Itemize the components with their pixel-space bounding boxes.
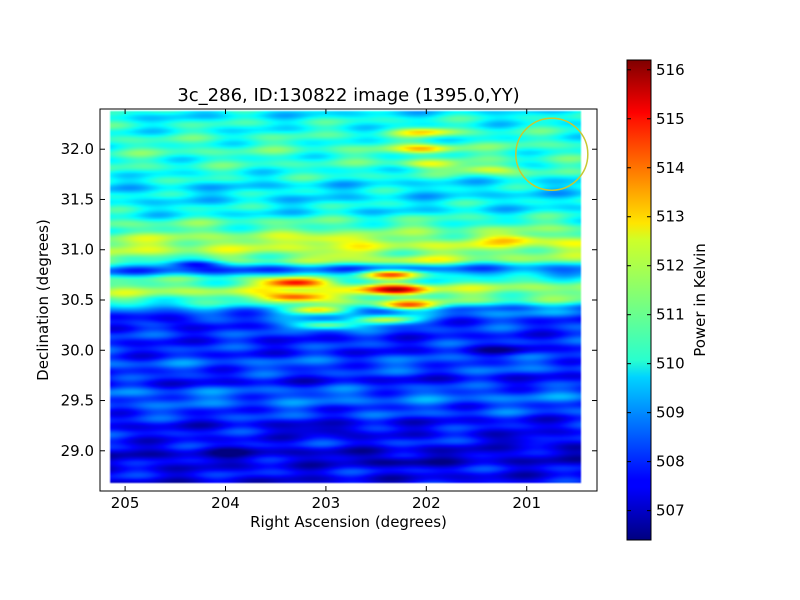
chart-title: 3c_286, ID:130822 image (1395.0,YY) [177, 85, 519, 106]
x-tick-label: 201 [512, 494, 541, 512]
colorbar-tick-label: 513 [656, 208, 685, 226]
colorbar-tick-label: 514 [656, 159, 685, 177]
x-axis-label: Right Ascension (degrees) [250, 513, 447, 531]
heatmap-image [100, 109, 597, 491]
colorbar-tick-label: 516 [656, 61, 685, 79]
x-tick-label: 203 [312, 494, 341, 512]
colorbar-tick-label: 510 [656, 355, 685, 373]
x-tick-label: 202 [412, 494, 441, 512]
colorbar-tick-label: 507 [656, 502, 685, 520]
y-tick-label: 31.5 [61, 190, 94, 208]
y-tick-label: 30.0 [61, 341, 94, 359]
colorbar-label: Power in Kelvin [691, 243, 709, 357]
colorbar-tick-label: 509 [656, 404, 685, 422]
colorbar-ticks: 507 508 509 510 511 512 513 514 515 516 [627, 61, 685, 520]
x-tick-label: 204 [211, 494, 240, 512]
y-tick-label: 32.0 [61, 140, 94, 158]
colorbar-tick-label: 511 [656, 306, 685, 324]
y-tick-label: 29.5 [61, 392, 94, 410]
y-tick-label: 29.0 [61, 442, 94, 460]
y-axis-ticks: 29.0 29.5 30.0 30.5 31.0 31.5 32.0 [61, 140, 597, 460]
y-tick-label: 31.0 [61, 241, 94, 259]
y-axis-label: Declination (degrees) [34, 219, 52, 381]
colorbar [626, 59, 652, 541]
y-tick-label: 30.5 [61, 291, 94, 309]
colorbar-tick-label: 508 [656, 453, 685, 471]
colorbar-tick-label: 512 [656, 257, 685, 275]
colorbar-tick-label: 515 [656, 110, 685, 128]
x-tick-label: 205 [111, 494, 140, 512]
x-axis-ticks: 205 204 203 202 201 [111, 109, 541, 512]
beam-marker-circle [515, 117, 589, 191]
